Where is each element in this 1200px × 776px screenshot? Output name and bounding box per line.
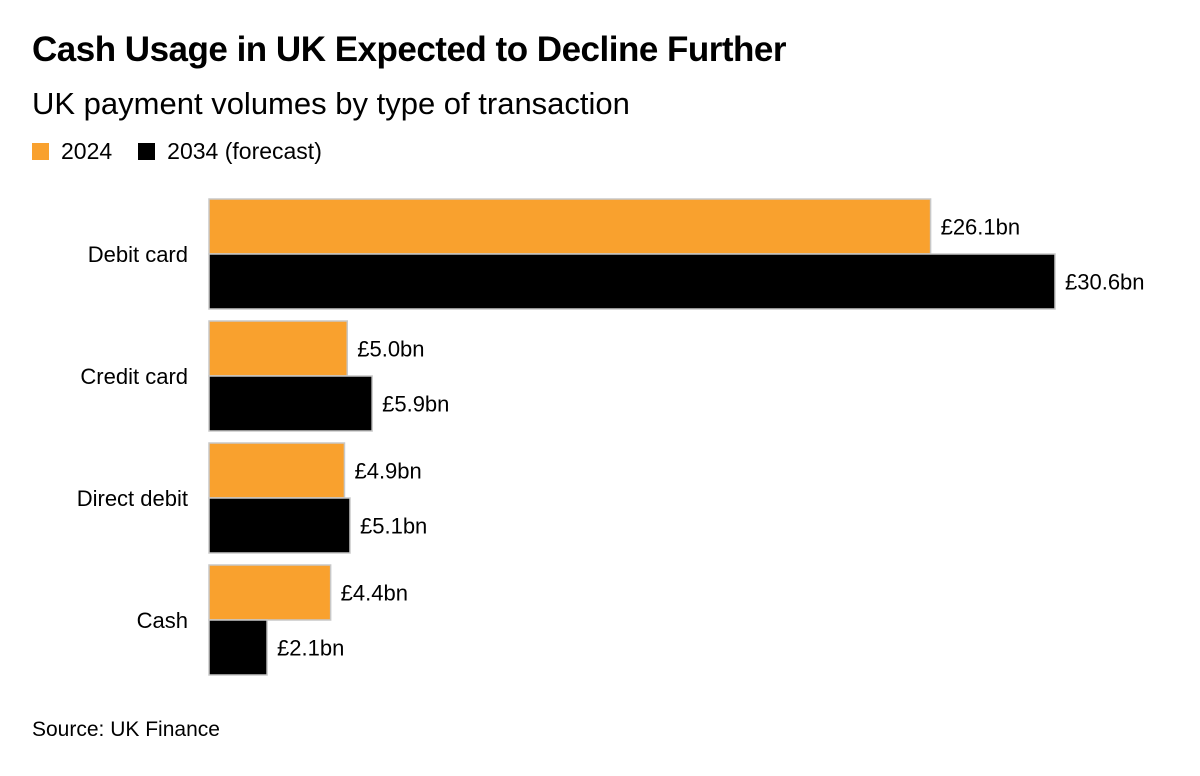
category-label-cash: Cash	[137, 608, 188, 633]
value-label-cash-2024: £4.4bn	[341, 581, 408, 606]
bar-debit-card-2024	[208, 198, 932, 255]
legend-swatch-2024	[32, 143, 49, 160]
category-label-direct-debit: Direct debit	[77, 486, 188, 511]
legend-label-2034: 2034 (forecast)	[167, 138, 322, 164]
value-label-cash-2034-forecast: £2.1bn	[277, 636, 344, 661]
value-label-credit-card-2034-forecast: £5.9bn	[382, 392, 449, 417]
bar-cash-2024	[208, 564, 332, 621]
chart-subtitle: UK payment volumes by type of transactio…	[32, 86, 630, 121]
bar-debit-card-2034-forecast	[208, 253, 1056, 310]
legend-label-2024: 2024	[61, 138, 113, 164]
bar-direct-debit-2024	[208, 442, 346, 499]
value-label-direct-debit-2034-forecast: £5.1bn	[360, 514, 427, 539]
value-label-credit-card-2024: £5.0bn	[357, 337, 424, 362]
source-note: Source: UK Finance	[32, 718, 220, 741]
bar-cash-2034-forecast	[208, 619, 268, 676]
value-label-direct-debit-2024: £4.9bn	[354, 459, 421, 484]
bar-credit-card-2024	[208, 320, 348, 377]
value-label-debit-card-2024: £26.1bn	[941, 215, 1021, 240]
category-label-credit-card: Credit card	[80, 364, 188, 389]
legend-item-2024: 2024	[32, 138, 112, 165]
bar-direct-debit-2034-forecast	[208, 497, 351, 554]
legend: 2024 2034 (forecast)	[32, 138, 348, 165]
legend-swatch-2034	[138, 143, 156, 160]
value-label-debit-card-2034-forecast: £30.6bn	[1065, 270, 1145, 295]
bar-credit-card-2034-forecast	[208, 375, 373, 432]
chart-title: Cash Usage in UK Expected to Decline Fur…	[32, 30, 787, 69]
category-label-debit-card: Debit card	[88, 242, 188, 267]
legend-item-2034: 2034 (forecast)	[138, 138, 322, 165]
